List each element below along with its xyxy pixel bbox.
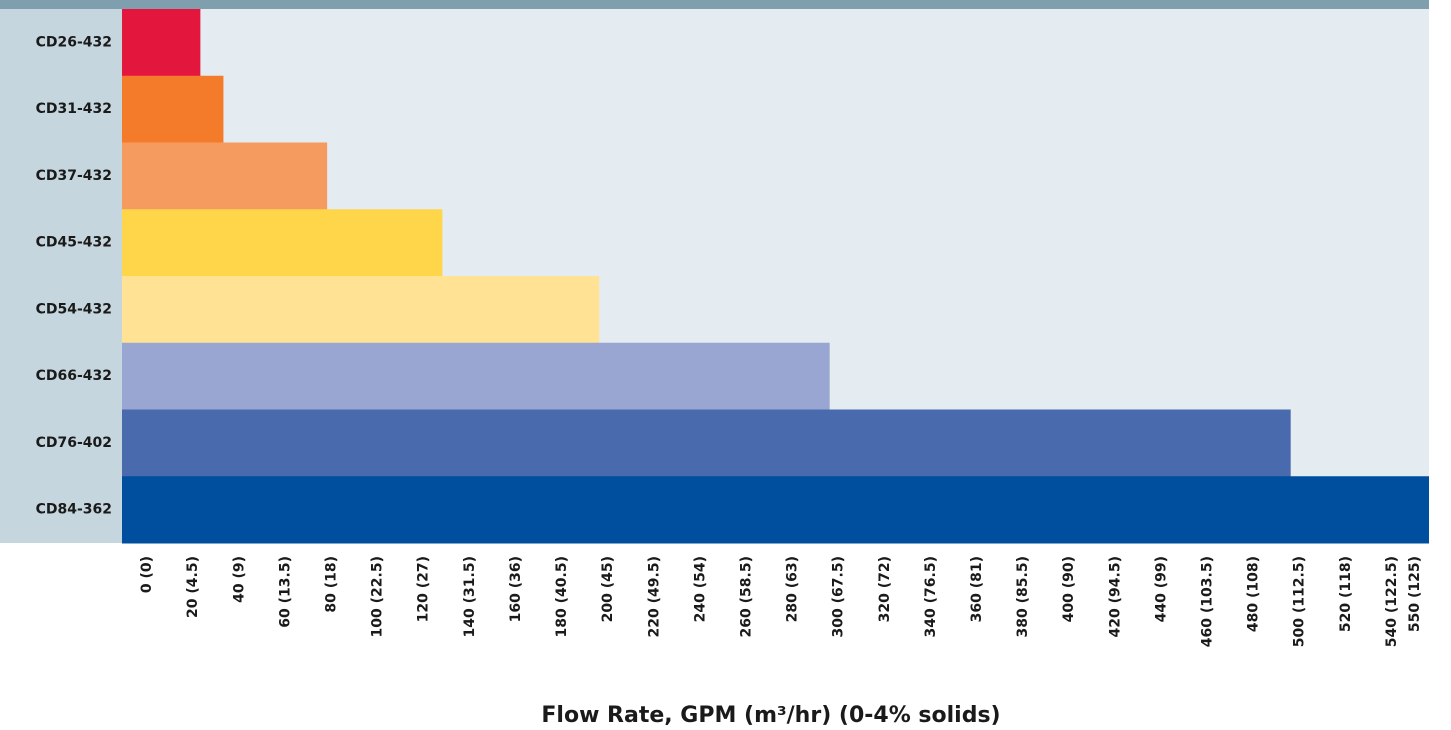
- x-tick-label: 280 (63): [785, 556, 801, 622]
- category-label: CD54-432: [36, 301, 112, 317]
- bar: [122, 476, 1429, 544]
- x-tick-label: 420 (94.5): [1107, 556, 1123, 637]
- x-tick-label: 60 (13.5): [277, 556, 293, 628]
- category-label: CD84-362: [36, 502, 112, 518]
- x-tick-label: 520 (118): [1338, 556, 1354, 632]
- bar: [122, 9, 201, 77]
- x-tick-label: 380 (85.5): [1015, 556, 1031, 637]
- label-column: [0, 9, 122, 543]
- x-tick-label: 300 (67.5): [831, 556, 847, 637]
- bar: [122, 75, 224, 143]
- x-tick-label: 100 (22.5): [370, 556, 386, 637]
- category-label: CD66-432: [36, 368, 112, 384]
- x-tick-label: 540 (122.5): [1384, 556, 1400, 647]
- category-label: CD31-432: [36, 101, 112, 117]
- x-tick-label: 180 (40.5): [554, 556, 570, 637]
- bar: [122, 409, 1291, 477]
- bar: [122, 342, 830, 410]
- bar: [122, 209, 443, 277]
- bar: [122, 276, 600, 344]
- x-axis-title: Flow Rate, GPM (m³/hr) (0-4% solids): [541, 703, 1000, 728]
- x-tick-label: 200 (45): [600, 556, 616, 622]
- x-tick-label: 550 (125): [1407, 556, 1423, 632]
- bar: [122, 142, 328, 210]
- x-tick-label: 340 (76.5): [923, 556, 939, 637]
- top-band: [0, 0, 1429, 9]
- x-tick-label: 40 (9): [231, 556, 247, 603]
- x-tick-label: 480 (108): [1246, 556, 1262, 632]
- x-tick-label: 120 (27): [416, 556, 432, 622]
- x-tick-label: 440 (99): [1153, 556, 1169, 622]
- category-label: CD76-402: [36, 435, 112, 451]
- category-label: CD26-432: [36, 34, 112, 50]
- x-tick-label: 260 (58.5): [738, 556, 754, 637]
- x-tick-label: 320 (72): [877, 556, 893, 622]
- x-tick-label: 460 (103.5): [1199, 556, 1215, 647]
- x-tick-label: 20 (4.5): [185, 556, 201, 618]
- x-tick-label: 0 (0): [139, 556, 155, 593]
- x-tick-label: 240 (54): [692, 556, 708, 622]
- x-tick-label: 80 (18): [324, 556, 340, 613]
- category-label: CD45-432: [36, 235, 112, 251]
- category-label: CD37-432: [36, 168, 112, 184]
- x-tick-label: 160 (36): [508, 556, 524, 622]
- x-tick-label: 140 (31.5): [462, 556, 478, 637]
- x-tick-label: 220 (49.5): [646, 556, 662, 637]
- x-tick-label: 360 (81): [969, 556, 985, 622]
- x-tick-label: 400 (90): [1061, 556, 1077, 622]
- x-tick-label: 500 (112.5): [1292, 556, 1308, 647]
